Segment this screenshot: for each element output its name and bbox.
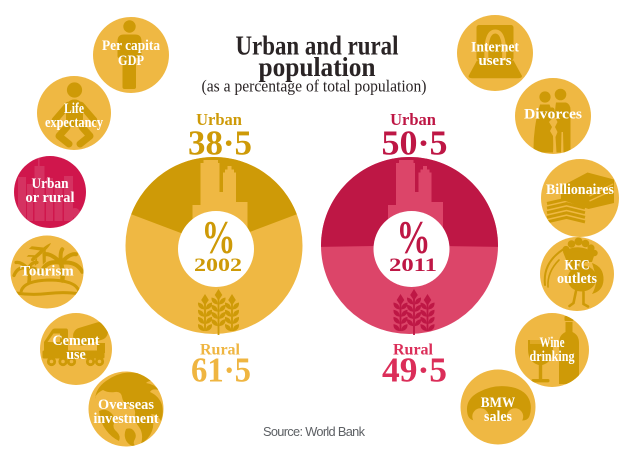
svg-text:Urban and rural: Urban and rural [236,31,399,61]
svg-text:population: population [259,52,376,82]
svg-text:50·5: 50·5 [382,124,448,163]
svg-text:61·5: 61·5 [191,351,251,390]
svg-text:Urban: Urban [390,110,436,129]
svg-text:%: % [397,213,431,264]
svg-text:BMW: BMW [481,395,516,411]
svg-text:Overseas: Overseas [98,397,154,413]
svg-text:38·5: 38·5 [188,124,252,163]
svg-text:KFC: KFC [565,258,590,274]
svg-text:Divorces: Divorces [524,107,582,123]
svg-text:Tourism: Tourism [20,264,74,280]
svg-text:Rural: Rural [200,342,241,359]
svg-text:Urban: Urban [196,110,242,129]
svg-text:Internet: Internet [471,40,519,56]
svg-text:Urban: Urban [32,176,70,192]
svg-text:2011: 2011 [389,255,437,276]
svg-text:Per capita: Per capita [102,38,160,54]
svg-text:or rural: or rural [26,190,75,206]
svg-text:use: use [66,347,86,363]
svg-text:Wine: Wine [540,335,565,351]
svg-text:drinking: drinking [530,349,575,365]
svg-text:Rural: Rural [393,342,434,359]
svg-text:Life: Life [64,101,84,117]
svg-text:2002: 2002 [194,255,242,276]
svg-text:Cement: Cement [53,333,100,349]
svg-text:Billionaires: Billionaires [546,182,614,198]
svg-text:users: users [479,53,512,69]
svg-text:49·5: 49·5 [382,351,447,390]
svg-text:expectancy: expectancy [45,115,103,131]
svg-text:(as a percentage of total popu: (as a percentage of total population) [202,77,427,96]
svg-text:sales: sales [484,409,512,425]
svg-text:outlets: outlets [557,271,597,287]
svg-text:GDP: GDP [118,53,144,69]
svg-text:%: % [202,213,236,264]
svg-text:investment: investment [94,411,159,427]
svg-text:Source: World Bank: Source: World Bank [263,424,366,439]
